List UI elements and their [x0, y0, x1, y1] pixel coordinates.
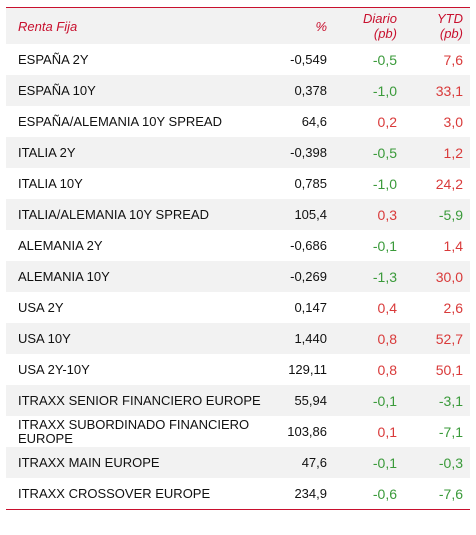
- ytd-header-line1: YTD: [437, 11, 463, 26]
- daily-change-value: -0,1: [372, 237, 397, 254]
- instrument-name: USA 2Y: [18, 299, 64, 315]
- daily-change-value: -1,0: [372, 175, 397, 192]
- instrument-name: ESPAÑA 10Y: [6, 75, 268, 106]
- yield-value: 47,6: [268, 447, 334, 478]
- instrument-name: ITALIA/ALEMANIA 10Y SPREAD: [6, 199, 268, 230]
- fixed-income-panel: Renta Fija % Diario (pb) YTD (pb) ESPAÑA…: [6, 7, 470, 510]
- table-row: ITRAXX SUBORDINADO FINANCIERO EUROPE 103,…: [6, 416, 470, 447]
- daily-change-value: 0,1: [377, 423, 397, 440]
- fixed-income-table: Renta Fija % Diario (pb) YTD (pb) ESPAÑA…: [6, 8, 470, 509]
- instrument-name: ESPAÑA 2Y: [18, 51, 89, 67]
- daily-change-value: -0,1: [334, 385, 404, 416]
- column-header-title: Renta Fija: [6, 8, 268, 44]
- ytd-header-line2: (pb): [439, 26, 463, 41]
- instrument-name: ALEMANIA 2Y: [18, 237, 103, 253]
- ytd-change-value: -7,1: [438, 423, 463, 440]
- bottom-divider: [6, 509, 470, 510]
- table-row: ITRAXX SENIOR FINANCIERO EUROPE 55,94 -0,1…: [6, 385, 470, 416]
- ytd-change-value: 24,2: [435, 175, 463, 192]
- yield-value: 103,86: [287, 424, 327, 439]
- ytd-change-value: -5,9: [404, 199, 470, 230]
- ytd-change-value: 50,1: [435, 361, 463, 378]
- table-row: USA 2Y-10Y 129,11 0,8 50,1: [6, 354, 470, 385]
- table-header-row: Renta Fija % Diario (pb) YTD (pb): [6, 8, 470, 44]
- daily-change-value: -0,5: [334, 137, 404, 168]
- table-row: ITALIA 2Y -0,398 -0,5 1,2: [6, 137, 470, 168]
- table-row: ALEMANIA 10Y -0,269 -1,3 30,0: [6, 261, 470, 292]
- column-header-pct: %: [268, 8, 334, 44]
- ytd-change-value: 7,6: [443, 51, 463, 68]
- yield-value: 0,147: [294, 300, 327, 315]
- ytd-change-value: 33,1: [404, 75, 470, 106]
- yield-value: 64,6: [301, 114, 327, 129]
- ytd-change-value: 1,4: [443, 237, 463, 254]
- yield-value: 0,785: [294, 176, 327, 191]
- column-header-daily: Diario (pb): [334, 8, 404, 44]
- top-divider: [6, 7, 470, 8]
- table-row: USA 2Y 0,147 0,4 2,6: [6, 292, 470, 323]
- column-header-ytd: YTD (pb): [404, 8, 470, 44]
- instrument-name: ITALIA 10Y: [18, 175, 83, 191]
- table-row: ITALIA 10Y 0,785 -1,0 24,2: [6, 168, 470, 199]
- instrument-name: ESPAÑA/ALEMANIA 10Y SPREAD: [18, 113, 222, 129]
- ytd-change-value: 3,0: [443, 113, 463, 130]
- daily-change-value: -0,5: [372, 51, 397, 68]
- instrument-name: ITRAXX MAIN EUROPE: [6, 447, 268, 478]
- instrument-name: USA 10Y: [6, 323, 268, 354]
- ytd-change-value: -0,3: [404, 447, 470, 478]
- table-row: ESPAÑA 10Y 0,378 -1,0 33,1: [6, 75, 470, 106]
- yield-value: -0,269: [268, 261, 334, 292]
- table-row: ESPAÑA/ALEMANIA 10Y SPREAD 64,6 0,2 3,0: [6, 106, 470, 137]
- instrument-name: ITALIA 2Y: [6, 137, 268, 168]
- yield-value: -0,398: [268, 137, 334, 168]
- ytd-change-value: 1,2: [404, 137, 470, 168]
- ytd-change-value: 2,6: [443, 299, 463, 316]
- yield-value: 1,440: [268, 323, 334, 354]
- table-row: ITRAXX CROSSOVER EUROPE 234,9 -0,6 -7,6: [6, 478, 470, 509]
- yield-value: -0,549: [290, 52, 327, 67]
- instrument-name: ALEMANIA 10Y: [6, 261, 268, 292]
- yield-value: 0,378: [268, 75, 334, 106]
- yield-value: 105,4: [268, 199, 334, 230]
- ytd-change-value: 52,7: [404, 323, 470, 354]
- daily-change-value: 0,3: [334, 199, 404, 230]
- instrument-name: ITRAXX SENIOR FINANCIERO EUROPE: [6, 385, 268, 416]
- ytd-change-value: -7,6: [438, 485, 463, 502]
- daily-change-value: -0,1: [334, 447, 404, 478]
- table-row: ITRAXX MAIN EUROPE 47,6 -0,1 -0,3: [6, 447, 470, 478]
- yield-value: 234,9: [294, 486, 327, 501]
- ytd-change-value: -3,1: [404, 385, 470, 416]
- instrument-name: ITRAXX CROSSOVER EUROPE: [18, 485, 211, 501]
- yield-value: 55,94: [268, 385, 334, 416]
- daily-header-line1: Diario: [363, 11, 397, 26]
- daily-change-value: 0,2: [377, 113, 397, 130]
- instrument-name: USA 2Y-10Y: [18, 361, 90, 377]
- daily-change-value: -1,0: [334, 75, 404, 106]
- table-row: USA 10Y 1,440 0,8 52,7: [6, 323, 470, 354]
- table-row: ALEMANIA 2Y -0,686 -0,1 1,4: [6, 230, 470, 261]
- daily-change-value: 0,8: [334, 323, 404, 354]
- instrument-name: ITRAXX SUBORDINADO FINANCIERO EUROPE: [18, 416, 250, 446]
- daily-change-value: -0,6: [372, 485, 397, 502]
- daily-change-value: 0,4: [377, 299, 397, 316]
- table-row: ITALIA/ALEMANIA 10Y SPREAD 105,4 0,3 -5,9: [6, 199, 470, 230]
- daily-change-value: -1,3: [334, 261, 404, 292]
- daily-header-line2: (pb): [373, 26, 397, 41]
- daily-change-value: 0,8: [377, 361, 397, 378]
- table-row: ESPAÑA 2Y -0,549 -0,5 7,6: [6, 44, 470, 75]
- ytd-change-value: 30,0: [404, 261, 470, 292]
- yield-value: -0,686: [290, 238, 327, 253]
- yield-value: 129,11: [288, 362, 327, 377]
